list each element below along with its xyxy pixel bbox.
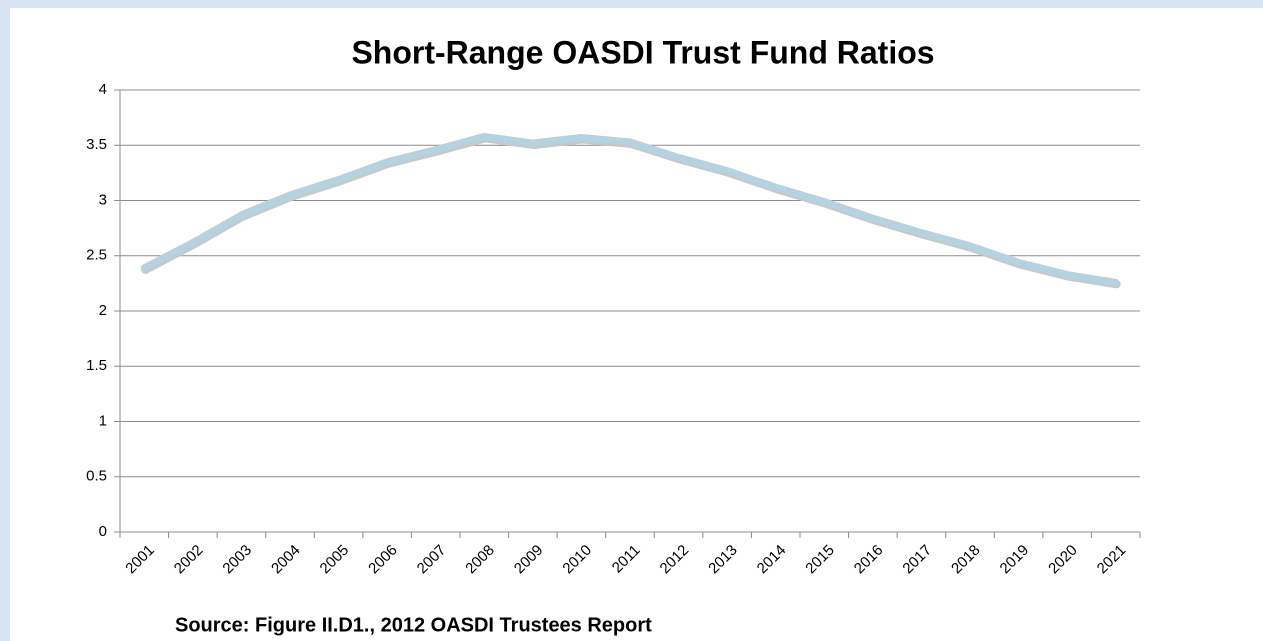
y-tick-label: 3	[99, 191, 107, 208]
source-note: Source: Figure II.D1., 2012 OASDI Truste…	[175, 614, 652, 636]
y-tick-label: 1	[99, 412, 107, 429]
y-tick-label: 3.5	[86, 136, 107, 153]
y-tick-label: 2.5	[86, 247, 107, 264]
y-tick-label: 0	[99, 523, 107, 540]
y-tick-label: 2	[99, 302, 107, 319]
chart-title: Short-Range OASDI Trust Fund Ratios	[351, 34, 934, 70]
chart-background	[10, 8, 1263, 641]
y-tick-label: 0.5	[86, 468, 107, 485]
y-tick-label: 1.5	[86, 357, 107, 374]
line-series	[140, 132, 1120, 286]
y-tick-label: 4	[99, 81, 107, 98]
